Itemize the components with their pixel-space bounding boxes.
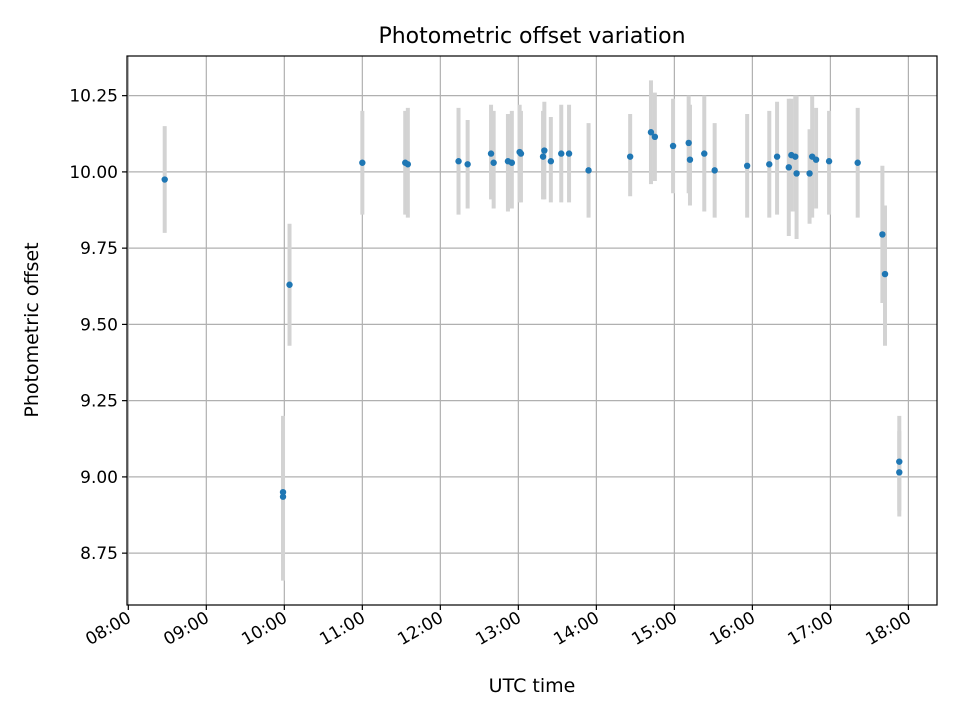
data-point [773,153,781,160]
x-tick-label: 18:00 [862,608,914,650]
data-point [517,150,525,157]
data-point [359,159,366,166]
x-tick-label: 09:00 [160,608,212,650]
data-point [701,150,708,157]
data-points [161,129,903,500]
x-tick-label: 13:00 [472,608,524,650]
y-tick-label: 9.00 [80,468,118,488]
y-tick-label: 10.00 [69,163,118,183]
data-point [487,150,495,157]
data-point [279,488,287,496]
data-point [547,158,555,165]
y-axis-label: Photometric offset [21,242,43,417]
y-tick-label: 10.25 [69,87,118,107]
data-point [854,159,861,166]
y-tick-label: 8.75 [80,544,118,564]
y-tick-label: 9.75 [80,239,118,259]
x-tick-label: 08:00 [82,608,134,650]
data-point [686,156,694,163]
x-tick-label: 12:00 [394,608,446,650]
x-tick-label: 11:00 [316,608,368,650]
data-point [806,170,813,177]
data-point [464,161,471,168]
data-point [455,158,462,165]
data-point [539,153,547,160]
data-point [404,161,412,168]
x-tick-label: 10:00 [238,608,290,650]
data-point [585,167,592,174]
x-tick-label: 17:00 [784,608,836,650]
data-point [558,150,565,157]
x-tick-label: 16:00 [706,608,758,650]
x-tick-label: 14:00 [550,608,602,650]
y-axis: 8.75 9.00 9.25 9.50 9.75 10.00 10.25 [69,87,127,564]
y-tick-label: 9.50 [80,315,118,335]
data-point [541,147,548,154]
plot-frame [126,55,938,606]
data-point [161,176,168,183]
data-point [626,153,634,160]
data-point [669,142,677,150]
y-tick-label: 9.25 [80,392,118,412]
data-point [490,159,497,166]
data-point [785,164,792,171]
data-point [812,156,820,163]
data-point [286,281,293,288]
data-point [793,170,800,177]
data-point [685,139,692,147]
x-axis-label: UTC time [489,675,576,697]
data-point [651,133,659,141]
data-point [743,162,751,169]
data-point [647,129,655,136]
data-point [792,153,799,160]
data-point [711,167,718,174]
x-tick-label: 15:00 [628,608,680,650]
data-point [565,150,573,157]
data-point [279,493,287,500]
data-point [896,469,903,476]
data-point [508,159,516,166]
chart-title: Photometric offset variation [378,24,685,49]
data-point [825,158,833,165]
x-axis: 08:00 09:00 10:00 11:00 12:00 13:00 14:00 15:00… [82,605,915,650]
data-point [879,231,886,238]
data-point [896,458,903,465]
data-point [881,270,889,278]
data-point [766,161,773,168]
